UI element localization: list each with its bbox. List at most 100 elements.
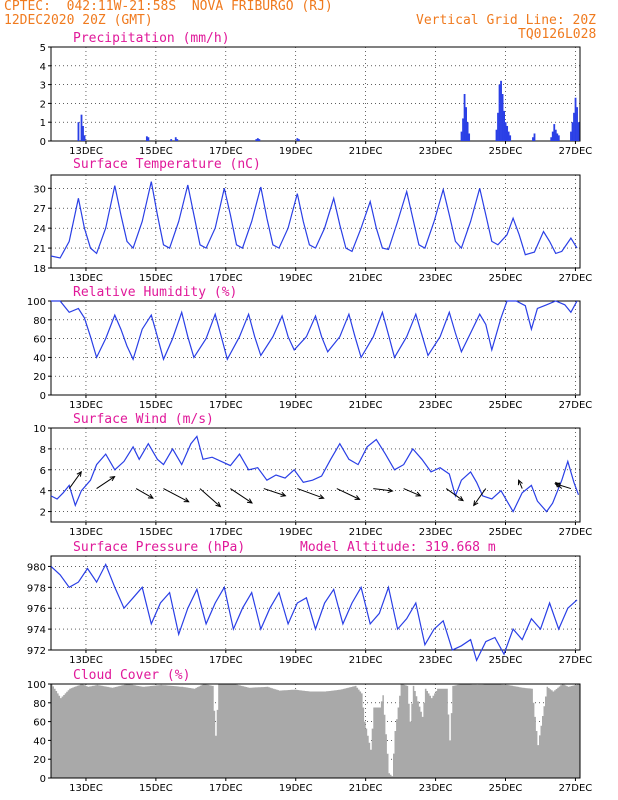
wind-vector	[473, 488, 487, 506]
precip-bar	[506, 125, 509, 141]
precip-bar	[170, 139, 173, 141]
precip-bar	[577, 122, 580, 141]
precip-bar	[571, 122, 574, 141]
panel2-frame	[50, 174, 581, 269]
panel5-ytick-label: 972	[27, 646, 46, 657]
panel4-xtick-label: 19DEC	[279, 527, 313, 538]
wind-vector-head	[76, 470, 82, 477]
precip-bar	[576, 107, 578, 141]
wind-vector-head	[109, 475, 116, 482]
panel4-xtick-label: 13DEC	[69, 527, 103, 538]
precip-bar	[503, 110, 505, 141]
panel3-xtick-label: 15DEC	[139, 400, 173, 411]
panel1-title: Precipitation (mm/h)	[73, 31, 230, 46]
precip-bar	[460, 131, 463, 141]
panel2-title: Surface Temperature (nC)	[73, 157, 261, 172]
precip-bar	[556, 133, 559, 141]
panel3-ytick-label: 0	[40, 391, 46, 402]
panel5-series-line	[50, 562, 578, 663]
panel1-xtick-label: 25DEC	[489, 146, 523, 157]
panel3-title: Relative Humidity (%)	[73, 285, 237, 300]
panel4-xtick-label: 21DEC	[349, 527, 383, 538]
panel1-ytick-label: 3	[40, 81, 46, 92]
panel6-ytick-label: 0	[40, 774, 46, 785]
panel4-xtick-label: 27DEC	[559, 527, 593, 538]
panel4-xtick-label: 25DEC	[489, 527, 523, 538]
precip-bar	[550, 137, 553, 141]
precip-bar	[509, 135, 512, 141]
panel4-ytick-label: 6	[40, 466, 46, 477]
panel5-frame	[50, 555, 581, 651]
precip-bar	[176, 139, 179, 141]
panel3-xtick-label: 23DEC	[419, 400, 453, 411]
panel4-ytick-label: 10	[33, 424, 46, 435]
panel2-xtick-label: 27DEC	[559, 273, 593, 284]
panel1-xtick-label: 27DEC	[559, 146, 593, 157]
panel1-xtick-label: 13DEC	[69, 146, 103, 157]
panel6-xtick-label: 15DEC	[139, 783, 173, 794]
precip-bar	[82, 125, 84, 141]
panel4-xtick-label: 15DEC	[139, 527, 173, 538]
panel3-ytick-label: 80	[33, 316, 46, 327]
wind-vector-head	[354, 495, 361, 500]
panel5-ytick-label: 974	[27, 625, 46, 636]
panel1-xtick-label: 19DEC	[279, 146, 313, 157]
panel6-xtick-label: 13DEC	[69, 783, 103, 794]
panel6-xtick-label: 23DEC	[419, 783, 453, 794]
model-code: TQ0126L028	[518, 27, 597, 42]
wind-vector	[230, 488, 253, 504]
panel4-ytick-label: 8	[40, 445, 46, 456]
wind-vector-head	[147, 493, 154, 499]
precip-bar	[500, 80, 502, 141]
run-date: 12DEC2020 20Z (GMT)	[4, 13, 153, 28]
panel2-ytick-label: 30	[33, 184, 46, 195]
precip-bar	[297, 139, 300, 141]
precip-bar	[504, 122, 507, 141]
wind-vector	[263, 488, 286, 497]
precip-bar	[501, 94, 504, 141]
panel3-ytick-label: 60	[33, 335, 46, 346]
precip-bar	[465, 107, 467, 141]
panel3-xtick-label: 19DEC	[279, 400, 313, 411]
wind-vector	[199, 488, 221, 507]
precip-bar	[553, 124, 556, 141]
panel3-xtick-label: 21DEC	[349, 400, 383, 411]
panel5-ytick-label: 978	[27, 583, 46, 594]
panel2-ytick-label: 27	[33, 204, 46, 215]
panel3-xtick-label: 13DEC	[69, 400, 103, 411]
vertical-grid-info: Vertical Grid Line: 20Z	[416, 13, 597, 28]
panel6-xtick-label: 25DEC	[489, 783, 523, 794]
panel3-frame	[50, 300, 581, 396]
precip-bar	[498, 84, 501, 141]
panel6-xtick-label: 19DEC	[279, 783, 313, 794]
panel3-ytick-label: 40	[33, 353, 46, 364]
precip-bar	[573, 112, 575, 141]
precip-bar	[258, 139, 261, 141]
precip-bar	[554, 129, 557, 141]
wind-vector	[96, 476, 115, 489]
panel6-frame-top	[50, 683, 581, 779]
panel5-subtitle: Model Altitude: 319.668 m	[300, 540, 496, 555]
panel2-ytick-label: 18	[33, 264, 46, 275]
wind-vector-head	[517, 479, 523, 486]
precip-bar	[570, 131, 572, 141]
panel2-series-line	[50, 181, 578, 259]
panel2-ytick-label: 24	[33, 224, 46, 235]
precip-bar	[574, 97, 577, 141]
panel4-title: Surface Wind (m/s)	[73, 412, 214, 427]
panel1-xtick-label: 15DEC	[139, 146, 173, 157]
precip-bar	[296, 138, 299, 141]
precip-bar	[256, 138, 259, 141]
precip-bar	[551, 131, 554, 141]
panel1-xtick-label: 21DEC	[349, 146, 383, 157]
panel2-ytick-label: 21	[33, 244, 46, 255]
wind-vector	[518, 479, 523, 489]
panel1-ytick-label: 4	[40, 62, 46, 73]
panel5-xtick-label: 27DEC	[559, 655, 593, 666]
wind-vector-head	[387, 487, 394, 494]
panel1-ytick-label: 5	[40, 43, 46, 54]
panel2-xtick-label: 13DEC	[69, 273, 103, 284]
panel2-xtick-label: 25DEC	[489, 273, 523, 284]
panel3-ytick-label: 100	[27, 297, 46, 308]
precip-bar	[532, 137, 534, 141]
